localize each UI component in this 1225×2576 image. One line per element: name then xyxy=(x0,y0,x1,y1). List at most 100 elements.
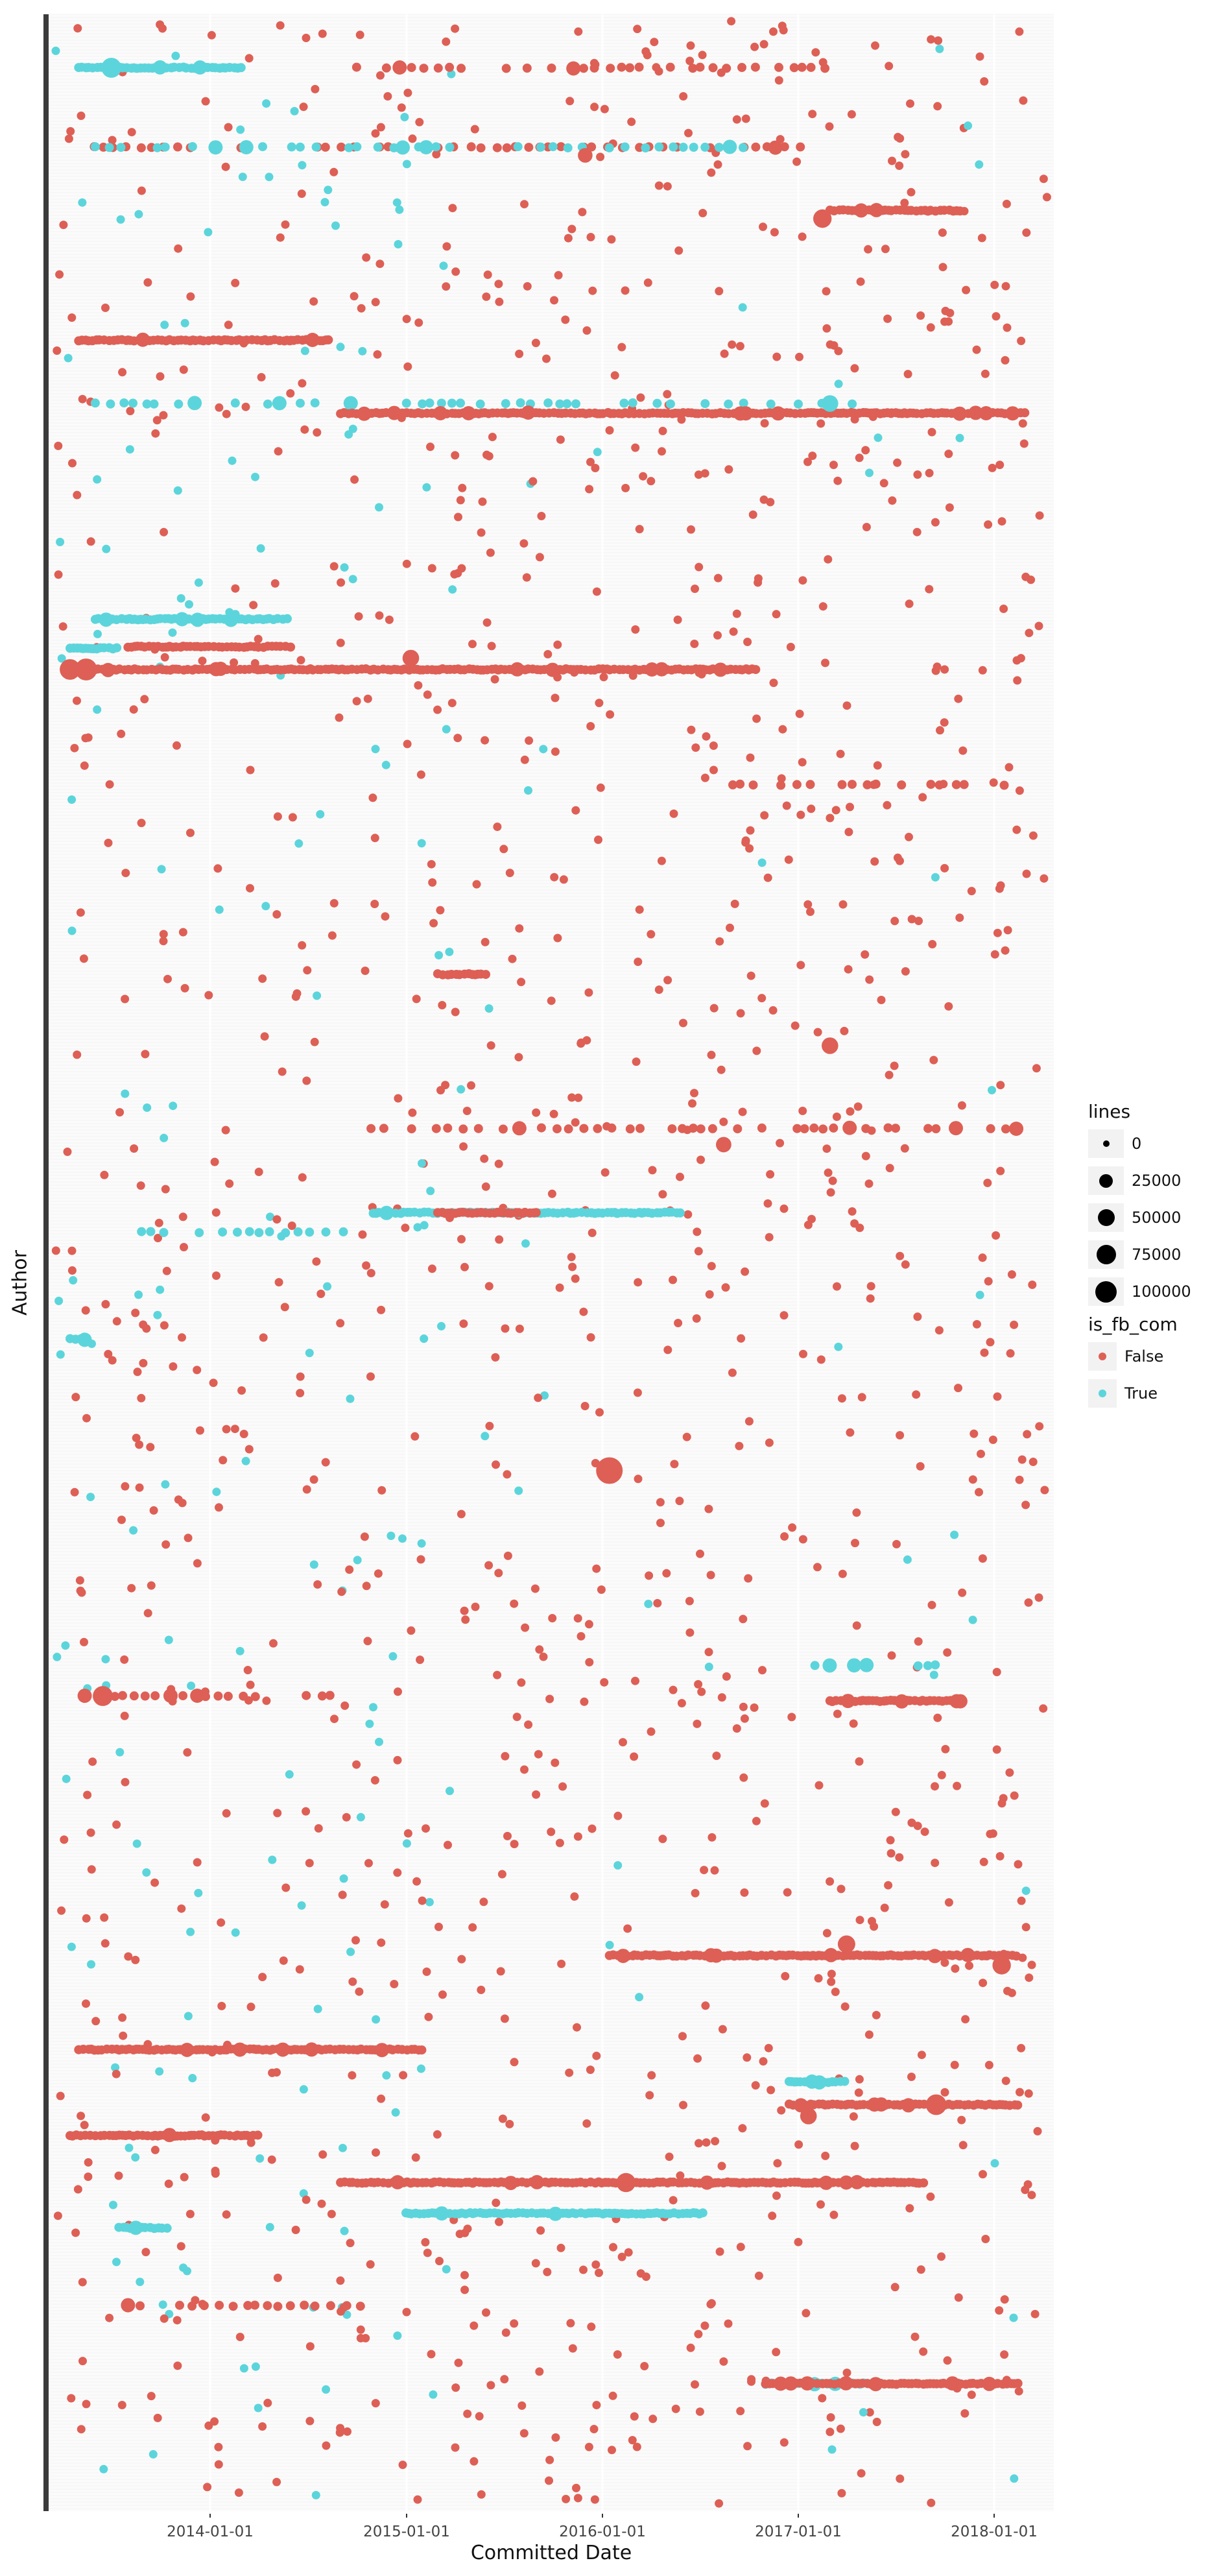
size-label: 0 xyxy=(1132,1135,1142,1153)
data-point xyxy=(352,142,362,152)
data-point xyxy=(1007,1988,1016,1997)
data-point xyxy=(340,1701,350,1710)
data-point xyxy=(639,472,648,481)
data-point xyxy=(1000,2295,1009,2304)
data-point xyxy=(571,399,580,409)
data-point xyxy=(418,1896,427,1905)
data-point xyxy=(186,828,195,837)
data-point xyxy=(577,1631,586,1641)
data-point xyxy=(573,2494,582,2503)
data-point xyxy=(418,399,427,409)
data-point xyxy=(370,1776,379,1785)
data-point xyxy=(86,537,95,546)
data-point xyxy=(792,157,802,166)
data-point xyxy=(738,303,747,312)
data-point xyxy=(287,1222,296,1230)
data-point xyxy=(1035,511,1044,520)
data-point xyxy=(555,399,565,409)
data-point xyxy=(450,570,459,579)
data-point xyxy=(204,228,213,237)
data-point xyxy=(204,991,213,1000)
data-point xyxy=(394,1094,403,1103)
data-point xyxy=(529,477,538,486)
data-point xyxy=(678,1124,687,1133)
data-point xyxy=(351,62,361,72)
data-point xyxy=(115,1748,125,1757)
data-point xyxy=(919,2347,928,2356)
data-point xyxy=(890,917,899,926)
data-point xyxy=(299,2085,308,2094)
data-point xyxy=(460,2285,470,2294)
data-point xyxy=(608,2391,617,2400)
data-point xyxy=(695,2407,704,2416)
data-point xyxy=(846,1428,855,1437)
data-point xyxy=(673,615,682,624)
data-point xyxy=(1029,831,1038,840)
data-point xyxy=(112,1317,121,1326)
data-point xyxy=(669,2196,678,2205)
data-point xyxy=(78,2357,87,2366)
data-point xyxy=(979,1857,988,1866)
data-point xyxy=(105,780,114,789)
data-point xyxy=(719,1117,728,1126)
data-point xyxy=(695,562,704,572)
data-point xyxy=(685,1628,695,1637)
data-point xyxy=(375,259,385,269)
data-point xyxy=(257,373,266,381)
data-point xyxy=(706,1571,715,1580)
data-point xyxy=(968,1615,977,1624)
x-axis-title: Committed Date xyxy=(470,2542,632,2564)
data-point xyxy=(422,483,431,492)
data-point xyxy=(119,398,129,408)
data-point xyxy=(1001,946,1010,955)
data-point xyxy=(887,1651,896,1660)
data-point xyxy=(907,187,916,197)
data-point xyxy=(427,2350,436,2359)
data-point xyxy=(737,63,746,72)
data-point xyxy=(840,2002,850,2011)
data-point xyxy=(636,393,645,402)
data-point xyxy=(106,399,115,409)
data-point xyxy=(913,1312,922,1321)
data-point xyxy=(741,838,750,847)
data-point xyxy=(1007,1270,1016,1279)
data-point xyxy=(393,1868,402,1877)
data-point xyxy=(320,198,329,207)
data-point xyxy=(169,1101,178,1111)
data-point xyxy=(317,1691,327,1701)
data-point xyxy=(735,342,744,351)
data-point xyxy=(896,2474,905,2483)
data-point xyxy=(783,1888,792,1897)
data-point xyxy=(999,780,1009,790)
data-point xyxy=(457,1085,466,1094)
data-point xyxy=(536,142,545,152)
data-point xyxy=(140,695,149,704)
data-point xyxy=(162,1266,171,1275)
data-point xyxy=(179,365,188,374)
data-point xyxy=(522,64,532,73)
data-point xyxy=(1013,2101,1023,2110)
data-point xyxy=(57,1906,66,1915)
data-point xyxy=(822,1037,838,1054)
data-point xyxy=(238,173,247,182)
data-point xyxy=(500,2014,509,2023)
data-point xyxy=(117,729,126,738)
data-point xyxy=(381,912,390,921)
data-point xyxy=(796,961,805,970)
data-point xyxy=(702,2138,711,2147)
data-point xyxy=(726,923,734,932)
data-point xyxy=(807,804,816,813)
data-point xyxy=(460,2270,469,2280)
data-point xyxy=(126,407,135,416)
data-point xyxy=(473,1124,483,1133)
data-point xyxy=(302,1807,311,1816)
data-point xyxy=(146,1227,156,1236)
x-tick-2014: 2014-01-01 xyxy=(167,2523,254,2540)
data-point xyxy=(67,1266,77,1275)
data-point xyxy=(392,198,401,207)
data-point xyxy=(774,62,783,72)
data-point xyxy=(693,1227,702,1236)
data-point xyxy=(573,1832,582,1841)
data-point xyxy=(567,1093,577,1102)
data-point xyxy=(917,2051,926,2060)
